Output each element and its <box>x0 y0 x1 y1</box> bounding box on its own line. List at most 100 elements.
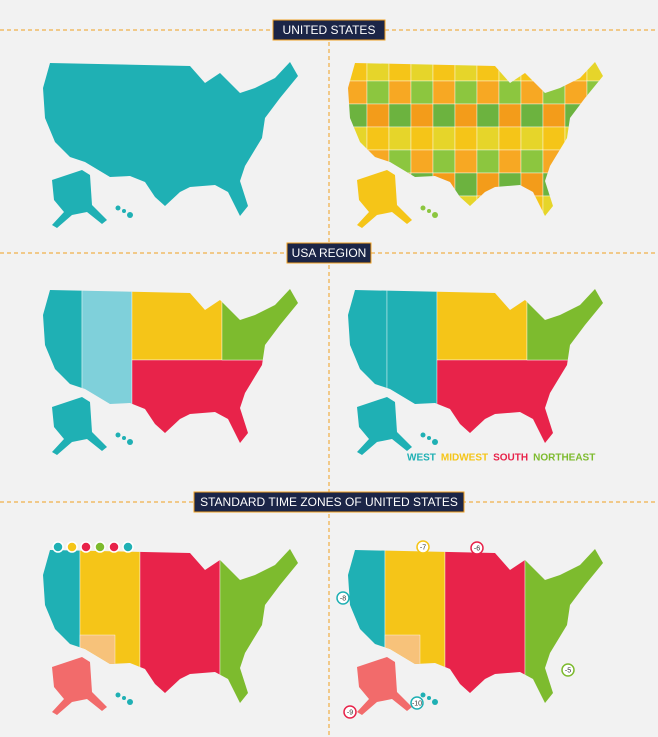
state-area <box>52 397 107 455</box>
state-area <box>542 103 566 128</box>
state-area <box>410 80 434 105</box>
state-area <box>366 103 390 128</box>
state-area <box>348 80 368 105</box>
zone-icon <box>66 541 78 553</box>
us-map <box>348 549 603 715</box>
state-area <box>586 172 603 197</box>
state-area <box>366 80 390 105</box>
state-area <box>432 80 456 105</box>
alaska <box>52 657 107 715</box>
hawaii <box>115 432 121 438</box>
hawaii <box>427 696 431 700</box>
state-area <box>436 359 603 443</box>
legend-item: MIDWEST <box>441 453 488 464</box>
alaska <box>52 170 107 228</box>
state-area <box>520 172 544 197</box>
state-area <box>476 62 500 82</box>
us-map <box>43 549 298 715</box>
header-box <box>193 491 465 513</box>
state-area <box>131 359 298 443</box>
state-area <box>542 172 566 197</box>
state-area <box>454 103 478 128</box>
zone-label: -7 <box>420 544 426 551</box>
legend-item: WEST <box>407 453 436 464</box>
state-area <box>542 126 566 151</box>
state-area <box>476 195 500 216</box>
state-area <box>498 103 522 128</box>
state-area <box>454 62 478 82</box>
state-area <box>432 126 456 151</box>
state-area <box>444 549 526 703</box>
state-area <box>348 149 368 174</box>
zone-icon <box>52 541 64 553</box>
us-map <box>348 289 603 455</box>
state-area <box>476 126 500 151</box>
state-area <box>564 126 588 151</box>
state-area <box>564 103 588 128</box>
state-area <box>498 80 522 105</box>
state-area <box>388 62 412 82</box>
state-area <box>498 195 522 216</box>
us-map <box>348 62 603 228</box>
state-area <box>564 195 588 216</box>
header-box <box>272 19 386 41</box>
state-area <box>526 289 603 361</box>
zone-badge <box>416 540 430 554</box>
hawaii <box>127 699 133 705</box>
hawaii <box>115 205 121 211</box>
state-area <box>348 62 368 82</box>
state-area <box>542 80 566 105</box>
state-area <box>432 149 456 174</box>
state-area <box>586 149 603 174</box>
state-area <box>52 170 107 228</box>
state-area <box>366 149 390 174</box>
state-area <box>586 62 603 82</box>
state-area <box>357 170 412 228</box>
state-area <box>388 149 412 174</box>
state-area <box>542 195 566 216</box>
alaska <box>357 657 412 715</box>
state-area <box>388 103 412 128</box>
state-area <box>436 289 528 361</box>
state-area <box>520 103 544 128</box>
state-area <box>498 62 522 82</box>
state-area <box>586 80 603 105</box>
state-area <box>348 126 368 151</box>
state-area <box>454 80 478 105</box>
state-area <box>476 103 500 128</box>
state-area <box>542 62 566 82</box>
us-map <box>43 289 298 455</box>
mainland <box>43 549 298 703</box>
state-area <box>410 172 434 197</box>
state-area <box>520 126 544 151</box>
state-area <box>221 289 298 361</box>
zone-label: -5 <box>565 667 571 674</box>
hawaii <box>420 432 426 438</box>
alaska <box>52 397 107 455</box>
state-area <box>524 549 603 703</box>
state-area <box>520 149 544 174</box>
state-area <box>139 549 221 703</box>
hawaii <box>432 699 438 705</box>
hawaii <box>420 692 426 698</box>
state-area <box>454 149 478 174</box>
zone-badge <box>343 705 357 719</box>
state-area <box>520 80 544 105</box>
state-area <box>357 657 412 715</box>
alaska <box>357 397 412 455</box>
zone-icon <box>80 541 92 553</box>
hawaii <box>127 212 133 218</box>
hawaii <box>432 439 438 445</box>
header-title: STANDARD TIME ZONES OF UNITED STATES <box>200 495 458 509</box>
state-area <box>357 397 412 455</box>
state-area <box>410 149 434 174</box>
zone-label: -9 <box>347 709 353 716</box>
state-area <box>366 126 390 151</box>
state-area <box>476 172 500 197</box>
state-area <box>564 62 588 82</box>
state-area <box>348 103 368 128</box>
alaska <box>357 170 412 228</box>
state-area <box>476 149 500 174</box>
hawaii <box>420 205 426 211</box>
